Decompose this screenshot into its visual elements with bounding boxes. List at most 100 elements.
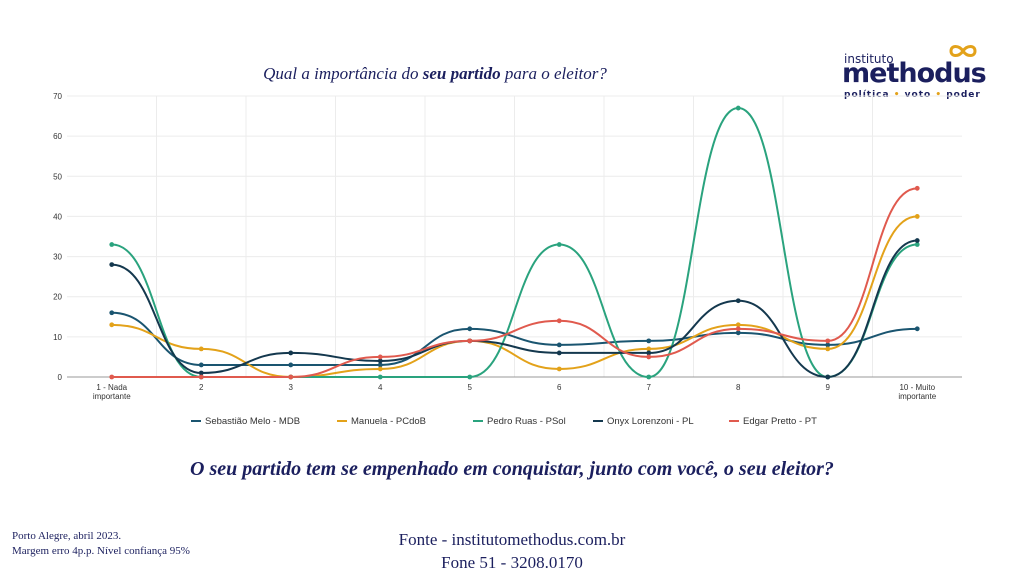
data-point bbox=[914, 238, 920, 243]
y-tick-label: 70 bbox=[53, 92, 62, 101]
y-tick-label: 60 bbox=[53, 132, 62, 141]
x-tick-label: 1 - Nada importante bbox=[93, 383, 131, 401]
data-point bbox=[914, 242, 920, 247]
tag-dot-2: • bbox=[935, 90, 943, 100]
series-line bbox=[111, 215, 918, 379]
x-tick-label: 5 bbox=[468, 383, 473, 392]
data-point bbox=[825, 342, 831, 348]
x-tick-label: 6 bbox=[557, 383, 562, 392]
data-point bbox=[735, 326, 741, 332]
data-point bbox=[556, 242, 562, 247]
data-point bbox=[288, 350, 294, 356]
x-tick-label: 2 bbox=[199, 383, 204, 392]
footer-phone: Fone 51 - 3208.0170 bbox=[441, 553, 583, 572]
x-tick-label-line: 4 bbox=[378, 383, 383, 392]
data-point bbox=[377, 354, 383, 360]
methodus-logo: instituto methodus política • voto • pod… bbox=[842, 42, 992, 104]
data-point bbox=[109, 310, 115, 316]
footer-note-date: Porto Alegre, abril 2023. bbox=[12, 530, 122, 542]
tag-voto: voto bbox=[904, 90, 932, 100]
data-point bbox=[109, 262, 115, 267]
logo-tagline: política • voto • poder bbox=[844, 90, 981, 100]
x-tick-label-line: 3 bbox=[289, 383, 294, 392]
series-line bbox=[111, 187, 918, 379]
data-point bbox=[646, 374, 652, 380]
data-point bbox=[735, 105, 741, 111]
data-point bbox=[646, 354, 652, 360]
data-point bbox=[914, 185, 920, 191]
y-tick-label: 20 bbox=[53, 293, 62, 302]
y-tick-label: 50 bbox=[53, 172, 62, 181]
title-bold: seu partido bbox=[422, 64, 501, 83]
x-tick-label: 7 bbox=[647, 383, 652, 392]
x-tick-label-line: 10 - Muito bbox=[899, 383, 935, 392]
data-point bbox=[198, 374, 204, 380]
x-tick-label-line: 7 bbox=[647, 383, 652, 392]
data-point bbox=[646, 350, 652, 356]
y-tick-label: 30 bbox=[53, 253, 62, 262]
data-point bbox=[467, 326, 473, 332]
infinity-icon bbox=[949, 45, 977, 57]
data-point bbox=[914, 326, 920, 332]
title-suffix: para o eleitor? bbox=[500, 64, 607, 83]
data-point bbox=[198, 370, 204, 376]
data-point bbox=[735, 330, 741, 336]
legend-item-label: Sebastião Melo - MDB bbox=[205, 416, 300, 427]
tag-dot-1: • bbox=[893, 90, 901, 100]
x-tick-label-line: 9 bbox=[826, 383, 831, 392]
x-tick-label-line: 2 bbox=[199, 383, 204, 392]
series-line bbox=[111, 239, 918, 379]
x-tick-label: 4 bbox=[378, 383, 383, 392]
data-point bbox=[377, 358, 383, 364]
footer-source: Fonte - institutomethodus.com.br bbox=[398, 530, 626, 549]
footer-note-margin: Margem erro 4p.p. Nível confiança 95% bbox=[12, 545, 190, 557]
x-tick-label: 8 bbox=[736, 383, 741, 392]
data-point bbox=[288, 362, 294, 368]
x-tick-label: 10 - Muito importante bbox=[898, 383, 936, 401]
data-point bbox=[109, 322, 115, 328]
data-point bbox=[646, 338, 652, 344]
data-point bbox=[377, 366, 383, 372]
data-point bbox=[198, 346, 204, 352]
logo-big-text: methodus bbox=[842, 58, 987, 89]
chart-title: Qual a importância do seu partido para o… bbox=[0, 64, 870, 84]
data-point bbox=[735, 298, 741, 304]
legend-item-label: Edgar Pretto - PT bbox=[743, 416, 817, 427]
data-point bbox=[109, 374, 115, 380]
data-point bbox=[556, 318, 562, 324]
data-point bbox=[825, 346, 831, 352]
x-tick-label-line: importante bbox=[93, 392, 131, 401]
x-tick-label: 9 bbox=[826, 383, 831, 392]
x-tick-label-line: 6 bbox=[557, 383, 562, 392]
data-point bbox=[556, 366, 562, 372]
legend-item-label: Pedro Ruas - PSol bbox=[487, 416, 566, 427]
data-point bbox=[467, 374, 473, 380]
data-point bbox=[735, 322, 741, 328]
data-point bbox=[825, 374, 831, 380]
y-tick-label: 0 bbox=[58, 373, 63, 382]
data-point bbox=[109, 242, 115, 247]
x-tick-label-line: 8 bbox=[736, 383, 741, 392]
data-point bbox=[556, 342, 562, 348]
data-point bbox=[288, 374, 294, 380]
data-point bbox=[377, 362, 383, 368]
data-point bbox=[646, 346, 652, 352]
data-point bbox=[198, 362, 204, 368]
title-prefix: Qual a importância do bbox=[263, 64, 423, 83]
y-tick-label: 40 bbox=[53, 212, 62, 221]
data-point bbox=[825, 338, 831, 344]
data-point bbox=[556, 350, 562, 356]
tag-poder: poder bbox=[946, 90, 981, 100]
tag-politica: política bbox=[844, 90, 890, 100]
x-tick-label: 3 bbox=[289, 383, 294, 392]
logo-small-text: instituto bbox=[844, 52, 894, 66]
data-point bbox=[467, 338, 473, 344]
legend-item-label: Onyx Lorenzoni - PL bbox=[607, 416, 694, 427]
data-point bbox=[914, 214, 920, 219]
legend-item-label: Manuela - PCdoB bbox=[351, 416, 426, 427]
data-point bbox=[377, 374, 383, 380]
y-tick-label: 10 bbox=[53, 333, 62, 342]
x-tick-label-line: 5 bbox=[468, 383, 473, 392]
x-tick-label-line: importante bbox=[898, 392, 936, 401]
subtitle-question: O seu partido tem se empenhado em conqui… bbox=[190, 458, 834, 480]
